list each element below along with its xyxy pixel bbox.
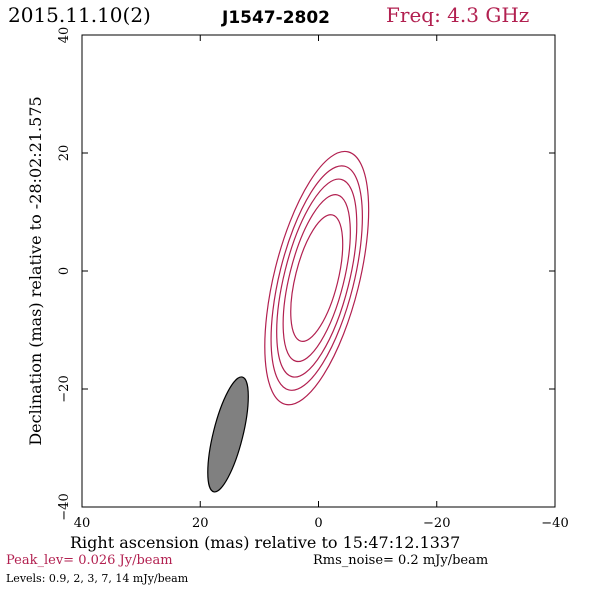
contour-level-7 [282,194,351,363]
contour-group [264,150,370,406]
contour-level-0-9 [264,150,370,406]
rms-noise: Rms_noise= 0.2 mJy/beam [313,553,489,568]
x-tick-label: 40 [74,516,91,531]
y-tick-label: 20 [57,145,72,162]
x-tick-label: −20 [423,516,450,531]
y-tick-label: −40 [57,493,72,520]
x-tick-label: −40 [541,516,568,531]
tick-label-group: 40 20 0 −20 −40 −40 −20 0 20 40 [57,27,569,531]
observation-date: 2015.11.10(2) [8,3,151,27]
peak-level: Peak_lev= 0.026 Jy/beam [6,553,173,568]
x-axis-label: Right ascension (mas) relative to 15:47:… [70,533,461,552]
x-tick-label: 0 [314,516,322,531]
y-tick-label: 0 [57,267,72,275]
plot-frame [81,34,556,508]
tick-group [81,34,556,508]
y-axis-label: Declination (mas) relative to -28:02:21.… [26,96,45,445]
source-name: J1547-2802 [222,8,331,28]
contour-level-2 [270,165,363,391]
beam-group [207,376,249,493]
x-tick-label: 20 [192,516,209,531]
frequency-label: Freq: 4.3 GHz [386,3,530,27]
contour-levels: Levels: 0.9, 2, 3, 7, 14 mJy/beam [6,572,189,585]
beam-ellipse [207,376,249,493]
y-tick-label: 40 [57,27,72,44]
y-tick-label: −20 [57,375,72,402]
contour-level-3 [276,178,358,378]
contour-level-14 [290,214,344,342]
